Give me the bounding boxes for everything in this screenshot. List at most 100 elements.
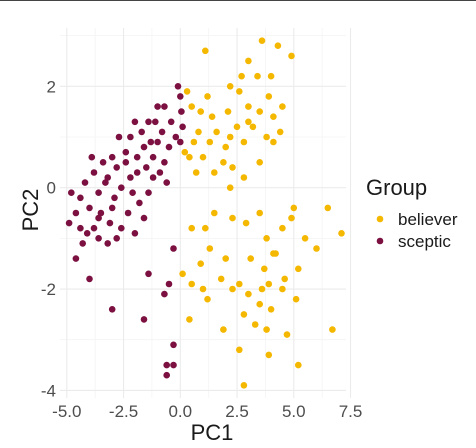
data-point-believer — [270, 139, 277, 146]
data-point-believer — [220, 326, 227, 333]
data-point-sceptic — [132, 230, 139, 237]
data-point-sceptic — [100, 159, 107, 166]
data-point-believer — [234, 124, 241, 131]
data-point-believer — [186, 154, 193, 161]
data-points — [66, 37, 345, 388]
x-axis-title: PC1 — [191, 420, 234, 445]
data-point-believer — [313, 245, 320, 252]
data-point-sceptic — [109, 154, 116, 161]
data-point-sceptic — [159, 129, 166, 136]
data-point-believer — [270, 113, 277, 120]
data-point-believer — [186, 316, 193, 323]
data-point-believer — [238, 73, 245, 80]
data-point-sceptic — [111, 195, 118, 202]
data-point-believer — [295, 266, 302, 273]
data-point-believer — [193, 169, 200, 176]
data-point-sceptic — [73, 255, 80, 262]
data-point-believer — [188, 225, 195, 232]
data-point-believer — [259, 37, 266, 44]
data-point-sceptic — [104, 240, 111, 247]
y-tick-label: 2 — [47, 77, 56, 96]
legend-key-believer — [377, 216, 384, 223]
data-point-sceptic — [129, 189, 136, 196]
data-point-sceptic — [150, 154, 157, 161]
data-point-believer — [241, 139, 248, 146]
legend-key-sceptic — [377, 238, 384, 245]
data-point-sceptic — [95, 189, 102, 196]
data-point-believer — [207, 245, 214, 252]
data-point-sceptic — [177, 139, 184, 146]
data-point-sceptic — [113, 164, 120, 171]
x-tick-label: 5.0 — [282, 402, 306, 421]
legend-title: Group — [366, 175, 427, 200]
data-point-believer — [295, 362, 302, 369]
data-point-sceptic — [86, 205, 93, 212]
data-point-sceptic — [152, 119, 159, 126]
data-point-believer — [256, 108, 263, 115]
data-point-sceptic — [163, 362, 170, 369]
data-point-believer — [229, 164, 236, 171]
data-point-believer — [254, 73, 261, 80]
x-tick-label: -2.5 — [109, 402, 138, 421]
data-point-believer — [284, 331, 291, 338]
data-point-sceptic — [173, 134, 180, 141]
data-point-believer — [279, 225, 286, 232]
data-point-sceptic — [145, 119, 152, 126]
data-point-believer — [211, 210, 218, 217]
data-point-sceptic — [150, 174, 157, 181]
data-point-believer — [263, 235, 270, 242]
data-point-believer — [197, 260, 204, 267]
data-point-sceptic — [66, 220, 73, 227]
data-point-sceptic — [145, 189, 152, 196]
data-point-believer — [179, 271, 186, 278]
data-point-sceptic — [179, 124, 186, 131]
data-point-sceptic — [113, 235, 120, 242]
data-point-sceptic — [116, 134, 123, 141]
data-point-believer — [338, 230, 345, 237]
data-point-believer — [209, 113, 216, 120]
data-point-sceptic — [148, 139, 155, 146]
data-point-believer — [256, 210, 263, 217]
y-tick-label: 0 — [47, 179, 56, 198]
legend: Group believer sceptic — [366, 175, 458, 251]
data-point-believer — [302, 235, 309, 242]
data-point-believer — [243, 220, 250, 227]
data-point-believer — [261, 266, 268, 273]
data-point-believer — [281, 276, 288, 283]
data-point-believer — [211, 169, 218, 176]
data-point-believer — [222, 255, 229, 262]
data-point-sceptic — [86, 276, 93, 283]
data-point-believer — [270, 250, 277, 257]
y-tick-label: -4 — [41, 381, 56, 400]
data-point-sceptic — [161, 159, 168, 166]
data-point-believer — [329, 326, 336, 333]
data-point-sceptic — [91, 169, 98, 176]
data-point-believer — [202, 225, 209, 232]
data-point-believer — [293, 296, 300, 303]
data-point-believer — [236, 88, 243, 95]
data-point-believer — [188, 281, 195, 288]
data-point-sceptic — [141, 144, 148, 151]
data-point-sceptic — [168, 119, 175, 126]
x-tick-label: 7.5 — [339, 402, 363, 421]
data-point-sceptic — [127, 174, 134, 181]
data-point-sceptic — [123, 149, 130, 156]
data-point-sceptic — [170, 245, 177, 252]
data-point-believer — [259, 286, 266, 293]
data-point-believer — [227, 134, 234, 141]
data-point-sceptic — [154, 103, 161, 110]
data-point-believer — [245, 291, 252, 298]
data-point-believer — [325, 205, 332, 212]
data-point-sceptic — [141, 215, 148, 222]
data-point-believer — [266, 93, 273, 100]
data-point-sceptic — [123, 159, 130, 166]
data-point-believer — [227, 184, 234, 191]
data-point-believer — [218, 276, 225, 283]
x-tick-label: 0.0 — [168, 402, 192, 421]
data-point-sceptic — [161, 291, 168, 298]
data-point-believer — [279, 103, 286, 110]
data-point-sceptic — [118, 184, 125, 191]
data-point-sceptic — [127, 134, 134, 141]
data-point-sceptic — [166, 144, 173, 151]
data-point-believer — [202, 48, 209, 55]
